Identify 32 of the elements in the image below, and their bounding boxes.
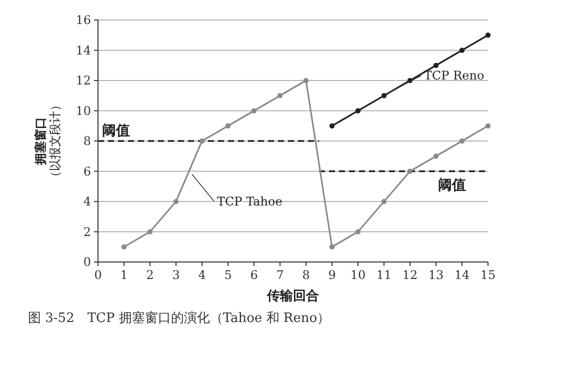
y-tick-label: 8 — [83, 134, 91, 148]
text: TCP Tahoe — [217, 194, 282, 208]
x-tick-label: 10 — [350, 268, 366, 282]
x-tick-label: 13 — [428, 268, 444, 282]
caption: 图 3-52 TCP 拥塞窗口的演化（Tahoe 和 Reno） — [28, 310, 330, 326]
ref-line-label: 阈值 — [102, 123, 130, 139]
x-tick-label: 2 — [146, 268, 154, 282]
x-tick-label: 1 — [120, 268, 128, 282]
x-tick-label: 15 — [480, 268, 496, 282]
y-tick-label: 0 — [83, 255, 91, 270]
x-tick-label: 8 — [302, 268, 310, 282]
x-tick-label: 11 — [376, 268, 392, 282]
x-tick-label: 5 — [224, 268, 232, 282]
y-tick-label: 6 — [83, 164, 91, 178]
x-tick-label: 0 — [94, 268, 102, 282]
x-tick-label: 3 — [172, 268, 180, 282]
x-tick-label: 12 — [402, 268, 418, 282]
y-tick-label: 4 — [83, 194, 92, 209]
y-tick-label: 2 — [83, 224, 91, 239]
y-axis-title: 拥塞窗口（以报文段计） — [33, 99, 62, 183]
x-tick-label: 6 — [250, 268, 258, 282]
y-tick-label: 12 — [76, 74, 91, 88]
y-tick-label: 16 — [76, 13, 91, 28]
x-tick-label: 14 — [454, 268, 470, 282]
series-label: TCP Reno — [424, 68, 484, 83]
x-axis-title: 传输回合 — [266, 288, 319, 304]
x-tick-label: 9 — [328, 268, 336, 282]
ref-line-label: 阈值 — [438, 177, 466, 194]
y-tick-label: 10 — [76, 104, 91, 118]
y-tick-label: 14 — [76, 43, 92, 58]
x-tick-label: 4 — [198, 268, 206, 282]
x-tick-label: 7 — [276, 268, 284, 282]
